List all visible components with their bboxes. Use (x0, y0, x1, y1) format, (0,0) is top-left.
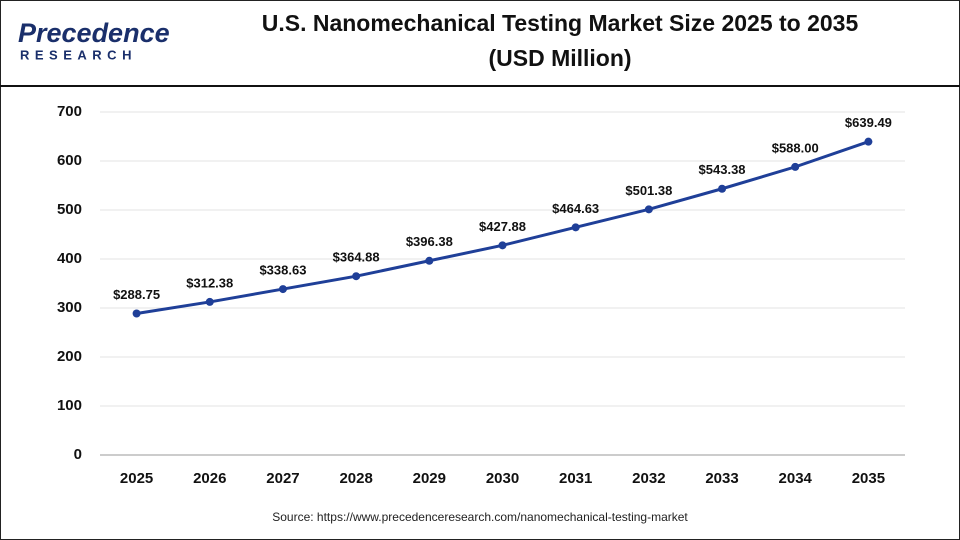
value-label: $338.63 (259, 263, 306, 278)
value-label: $288.75 (113, 287, 160, 302)
point (498, 241, 507, 250)
x-tick-label: 2032 (632, 470, 665, 487)
logo-name: Precedence (18, 18, 170, 48)
value-label: $639.49 (845, 115, 892, 130)
y-tick-label: 300 (57, 299, 82, 316)
logo-tagline: RESEARCH (20, 47, 137, 62)
y-tick-label: 100 (57, 397, 82, 414)
chart-subtitle: (USD Million) (488, 45, 631, 71)
chart-title: U.S. Nanomechanical Testing Market Size … (262, 10, 859, 36)
x-tick-label: 2031 (559, 470, 592, 487)
y-tick-label: 400 (57, 250, 82, 267)
value-label: $427.88 (479, 219, 526, 234)
x-tick-label: 2025 (120, 470, 153, 487)
point (644, 205, 653, 214)
point (278, 285, 287, 294)
y-tick-label: 200 (57, 348, 82, 365)
x-tick-label: 2026 (193, 470, 226, 487)
y-tick-label: 600 (57, 152, 82, 169)
point (205, 297, 214, 306)
value-label: $543.38 (699, 162, 746, 177)
point (718, 184, 727, 193)
x-tick-label: 2033 (705, 470, 738, 487)
value-label: $501.38 (625, 183, 672, 198)
value-label: $588.00 (772, 140, 819, 155)
point (571, 223, 580, 232)
x-tick-label: 2027 (266, 470, 299, 487)
x-tick-label: 2034 (779, 470, 813, 487)
point (864, 137, 873, 146)
source: Source: https://www.precedenceresearch.c… (272, 510, 688, 524)
value-label: $396.38 (406, 234, 453, 249)
point (132, 309, 141, 318)
point (791, 162, 800, 171)
y-tick-label: 0 (74, 446, 82, 463)
value-label: $312.38 (186, 275, 233, 290)
y-tick-label: 700 (57, 103, 82, 120)
x-tick-label: 2028 (339, 470, 372, 487)
point (352, 272, 361, 281)
value-label: $364.88 (333, 250, 380, 265)
y-tick-label: 500 (57, 201, 82, 218)
point (425, 256, 434, 265)
x-tick-label: 2029 (413, 470, 446, 487)
x-tick-label: 2030 (486, 470, 519, 487)
value-label: $464.63 (552, 201, 599, 216)
x-tick-label: 2035 (852, 470, 885, 487)
